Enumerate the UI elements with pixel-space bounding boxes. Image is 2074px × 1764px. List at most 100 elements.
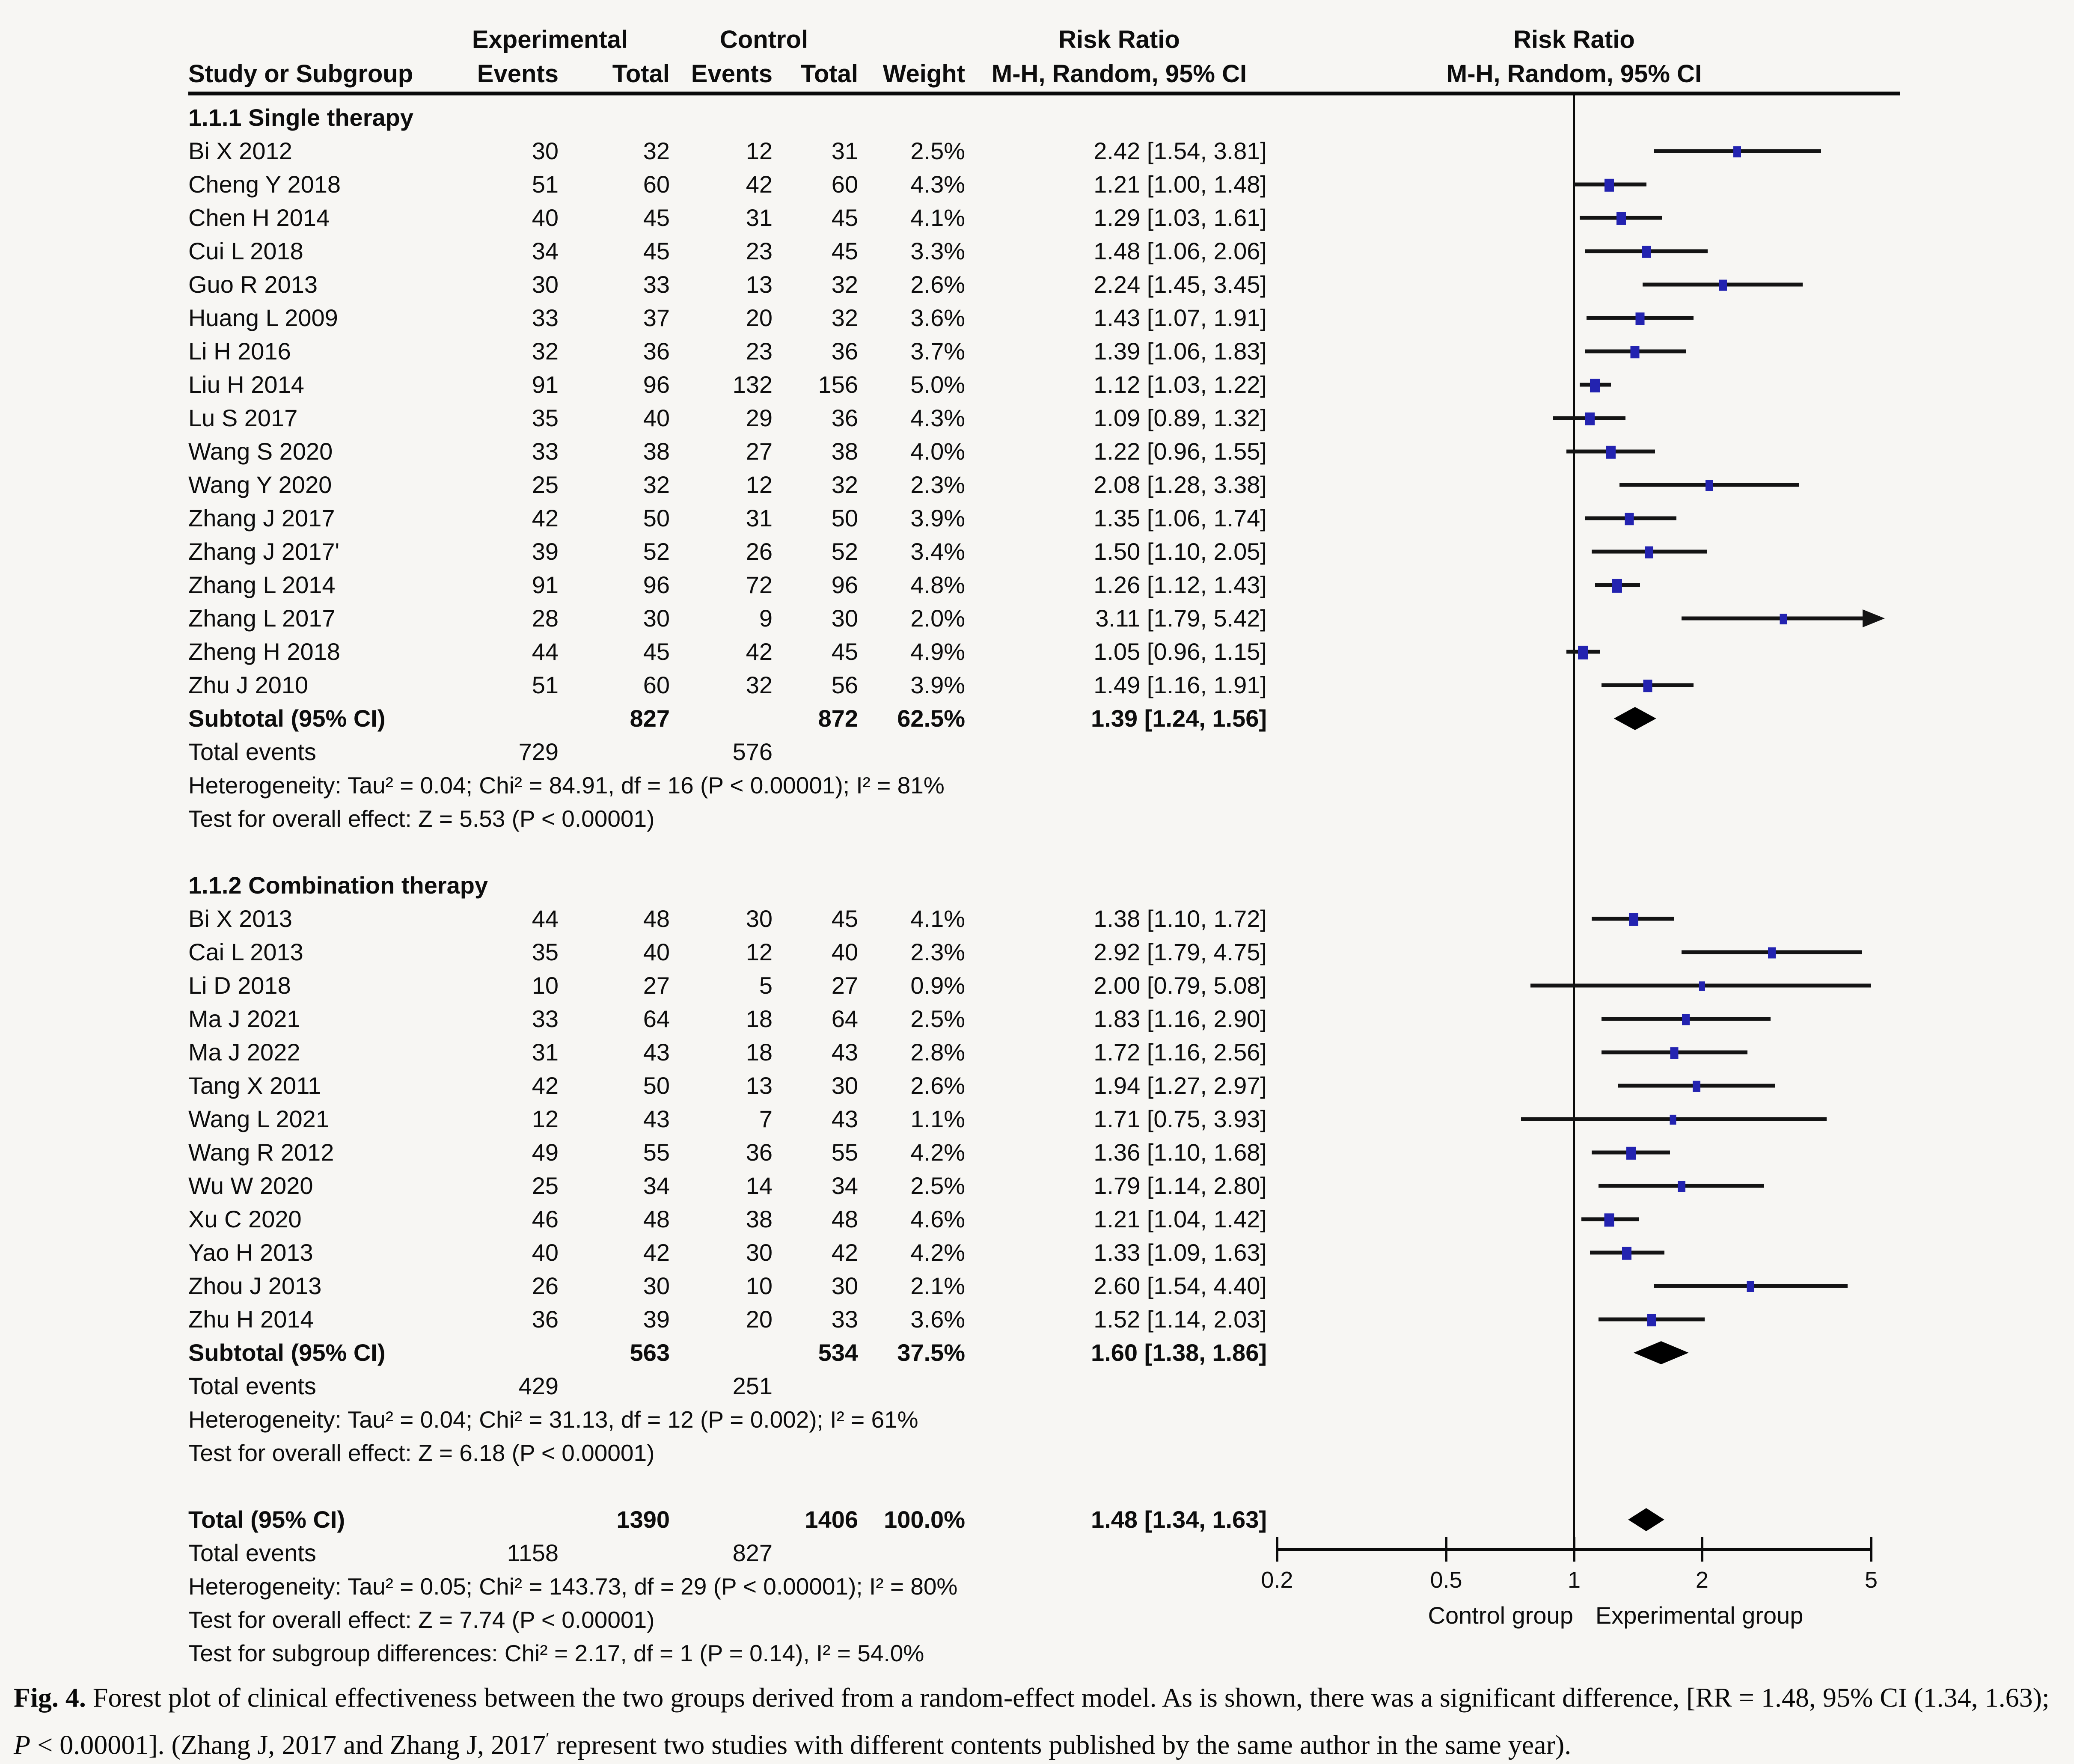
overall-effect-line: Test for overall effect: Z = 5.53 (P < 0… (188, 805, 655, 832)
header-total-exp: Total (612, 60, 670, 88)
plot-cell (1267, 1236, 2074, 1269)
study-row: Cheng Y 2018 51 60 42 60 4.3% 1.21 [1.00, 1.48… (0, 168, 2074, 201)
weight: 2.3% (910, 471, 965, 498)
rr-marker (1705, 480, 1713, 491)
ci-arrow-right (1863, 609, 1885, 627)
heterogeneity-line: Heterogeneity: Tau² = 0.04; Chi² = 84.91… (188, 772, 945, 799)
overall-effect-line: Test for overall effect: Z = 6.18 (P < 0… (188, 1440, 655, 1466)
rr-ci-text: 2.42 [1.54, 3.81] (1093, 137, 1267, 164)
header-control-group: Control (719, 26, 808, 53)
exp-total: 60 (643, 671, 670, 698)
ctl-events: 12 (746, 471, 773, 498)
study-name: Bi X 2012 (188, 137, 292, 164)
study-name: Zheng H 2018 (188, 638, 340, 665)
header-study-col: Study or Subgroup (188, 60, 413, 88)
ctl-events: 13 (746, 1072, 773, 1099)
rr-marker (1578, 645, 1589, 659)
study-row: Yao H 2013 40 42 30 42 4.2% 1.33 [1.09, 1.63] (0, 1236, 2074, 1269)
exp-total: 30 (643, 1272, 670, 1299)
exp-events: 26 (532, 1272, 559, 1299)
ctl-total: 32 (831, 471, 858, 498)
section-title-row: 1.1.2 Combination therapy (0, 869, 2074, 902)
ctl-total: 32 (831, 304, 858, 331)
study-name: Wang L 2021 (188, 1105, 329, 1132)
exp-events: 51 (532, 171, 559, 198)
weight: 3.6% (910, 1306, 965, 1333)
ctl-total: 45 (831, 905, 858, 932)
rr-marker (1670, 1114, 1676, 1125)
study-name: Ma J 2022 (188, 1039, 300, 1066)
plot-cell (1267, 1002, 2074, 1036)
plot-cell (1267, 468, 2074, 502)
exp-total: 50 (643, 1072, 670, 1099)
weight: 1.1% (910, 1105, 965, 1132)
rr-marker (1604, 1213, 1614, 1227)
ctl-total: 45 (831, 638, 858, 665)
rr-ci-text: 1.05 [0.96, 1.15] (1093, 638, 1267, 665)
ctl-events: 27 (746, 438, 773, 465)
exp-events: 36 (532, 1306, 559, 1333)
spacer-row (0, 835, 2074, 869)
total-events-exp: 729 (518, 738, 559, 765)
study-name: Chen H 2014 (188, 204, 330, 231)
rr-ci-text: 2.24 [1.45, 3.45] (1093, 271, 1267, 298)
exp-total: 45 (643, 638, 670, 665)
study-name: Li H 2016 (188, 338, 291, 365)
weight: 0.9% (910, 972, 965, 999)
rr-marker (1611, 579, 1622, 593)
exp-events: 91 (532, 571, 559, 598)
ctl-total: 1406 (805, 1506, 858, 1533)
heterogeneity-line: Heterogeneity: Tau² = 0.04; Chi² = 31.13… (188, 1406, 918, 1433)
weight: 4.6% (910, 1206, 965, 1232)
study-row: Zhang L 2014 91 96 72 96 4.8% 1.26 [1.12, 1.43… (0, 568, 2074, 602)
exp-events: 33 (532, 438, 559, 465)
exp-events: 49 (532, 1139, 559, 1166)
rr-ci-text: 3.11 [1.79, 5.42] (1095, 605, 1267, 632)
ctl-events: 7 (759, 1105, 773, 1132)
plot-cell (1267, 168, 2074, 201)
weight: 4.3% (910, 404, 965, 431)
exp-events: 44 (532, 905, 559, 932)
plot-cell (1267, 535, 2074, 568)
total-events-ctl: 827 (732, 1539, 773, 1566)
ctl-total: 30 (831, 1272, 858, 1299)
ctl-events: 132 (732, 371, 773, 398)
study-name: Zhang J 2017' (188, 538, 340, 565)
caption-segment: Fig. 4. (14, 1682, 86, 1713)
rr-ci-text: 2.00 [0.79, 5.08] (1093, 972, 1267, 999)
rr-marker (1628, 913, 1638, 926)
ctl-events: 13 (746, 271, 773, 298)
study-name: Ma J 2021 (188, 1005, 300, 1032)
exp-events: 33 (532, 304, 559, 331)
rr-ci-text: 1.38 [1.10, 1.72] (1093, 905, 1267, 932)
study-row: Zhu J 2010 51 60 32 56 3.9% 1.49 [1.16, 1.91] (0, 668, 2074, 702)
ctl-events: 5 (759, 972, 773, 999)
study-row: Chen H 2014 40 45 31 45 4.1% 1.29 [1.03, 1.61] (0, 201, 2074, 235)
rr-ci-text: 2.92 [1.79, 4.75] (1093, 938, 1267, 965)
axis-group-labels: Control group Experimental group (1318, 1601, 1913, 1630)
exp-total: 27 (643, 972, 670, 999)
rr-marker (1625, 513, 1634, 526)
rr-marker (1622, 1247, 1631, 1260)
study-name: Liu H 2014 (188, 371, 304, 398)
weight: 100.0% (884, 1506, 965, 1533)
ctl-total: 30 (831, 1072, 858, 1099)
ctl-events: 42 (746, 638, 773, 665)
total-events-ctl: 576 (732, 738, 773, 765)
caption-segment: Forest plot of clinical effectiveness be… (86, 1682, 2050, 1713)
exp-events: 30 (532, 137, 559, 164)
section-title: 1.1.1 Single therapy (188, 104, 413, 131)
table-rows: 1.1.1 Single therapy Bi X 2012 30 32 12 31 2.5… (0, 101, 2074, 1670)
study-name: Wang R 2012 (188, 1139, 334, 1166)
ctl-events: 9 (759, 605, 773, 632)
total-events-exp: 429 (518, 1372, 559, 1399)
ctl-events: 31 (746, 204, 773, 231)
ctl-events: 20 (746, 1306, 773, 1333)
ctl-events: 36 (746, 1139, 773, 1166)
subtotal-diamond (1613, 707, 1656, 730)
study-row: Bi X 2013 44 48 30 45 4.1% 1.38 [1.10, 1.72] (0, 902, 2074, 935)
header-events-ctl: Events (691, 60, 773, 88)
plot-cell (1267, 502, 2074, 535)
rr-marker (1682, 1014, 1690, 1025)
rr-marker (1747, 1281, 1754, 1292)
